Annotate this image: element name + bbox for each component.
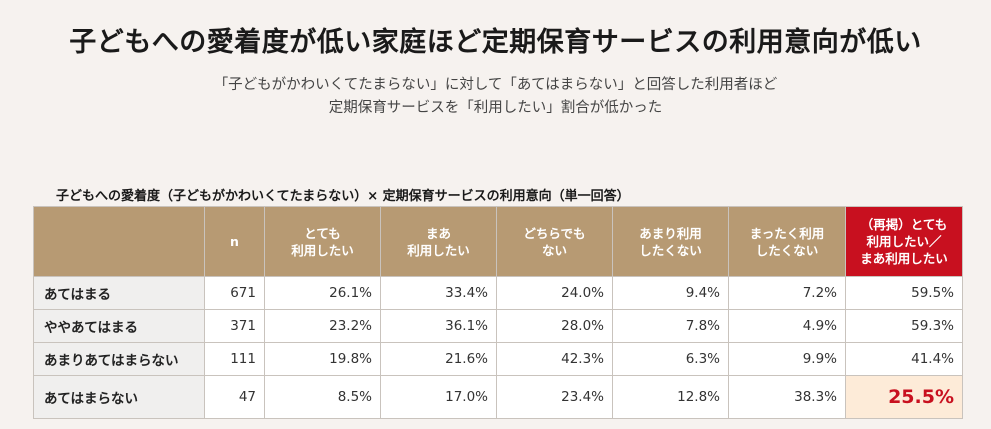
table-row: あてはまらない 47 8.5% 17.0% 23.4% 12.8% 38.3% … xyxy=(33,375,963,419)
cell-value: 4.9% xyxy=(728,309,846,343)
header-not-very-willing: あまり利用 したくない xyxy=(612,206,729,277)
header-text: あまり利用 xyxy=(639,225,702,241)
cell-value: 38.3% xyxy=(728,375,846,419)
cell-value: 7.2% xyxy=(728,276,846,310)
cell-n: 671 xyxy=(204,276,265,310)
subtitle-line-1: 「子どもがかわいくてたまらない」に対して「あてはまらない」と回答した利用者ほど xyxy=(213,77,778,93)
cell-n: 371 xyxy=(204,309,265,343)
cell-value: 42.3% xyxy=(496,342,613,376)
page-title: 子どもへの愛着度が低い家庭ほど定期保育サービスの利用意向が低い xyxy=(69,27,922,58)
cell-value: 26.1% xyxy=(264,276,381,310)
header-text: したくない xyxy=(755,242,819,258)
cell-total: 41.4% xyxy=(845,342,963,376)
cell-n: 111 xyxy=(204,342,265,376)
header-text: 利用したい xyxy=(291,242,354,258)
row-label: あてはまらない xyxy=(33,375,205,419)
header-blank xyxy=(33,206,205,277)
cell-total-highlight: 25.5% xyxy=(845,375,963,419)
header-neutral: どちらでも ない xyxy=(496,206,613,277)
table-row: ややあてはまる 371 23.2% 36.1% 28.0% 7.8% 4.9% … xyxy=(33,309,963,343)
row-label: あてはまる xyxy=(33,276,205,310)
cell-value: 23.4% xyxy=(496,375,613,419)
header-willing-total: （再掲）とても 利用したい／ まあ利用したい xyxy=(845,206,963,277)
header-not-at-all-willing: まったく利用 したくない xyxy=(728,206,846,277)
header-text: まあ利用したい xyxy=(860,251,948,266)
data-table: n とても 利用したい まあ 利用したい どちらでも ない あまり利用 したくな… xyxy=(33,206,963,419)
header-somewhat-willing: まあ 利用したい xyxy=(380,206,497,277)
cell-total: 59.5% xyxy=(845,276,963,310)
header-text: したくない xyxy=(639,242,702,258)
table-header-row: n とても 利用したい まあ 利用したい どちらでも ない あまり利用 したくな… xyxy=(33,206,963,277)
header-text: とても xyxy=(304,225,341,241)
cell-value: 33.4% xyxy=(380,276,497,310)
cell-value: 9.9% xyxy=(728,342,846,376)
header-text: ない xyxy=(541,242,567,258)
header-text: まったく利用 xyxy=(749,225,825,241)
cell-value: 23.2% xyxy=(264,309,381,343)
cell-value: 19.8% xyxy=(264,342,381,376)
cell-value: 12.8% xyxy=(612,375,729,419)
header-text: 利用したい xyxy=(407,242,470,258)
header-text: （再掲）とても xyxy=(860,217,948,232)
cell-value: 28.0% xyxy=(496,309,613,343)
cell-value: 9.4% xyxy=(612,276,729,310)
cell-value: 17.0% xyxy=(380,375,497,419)
header-n: n xyxy=(204,206,265,277)
header-very-willing: とても 利用したい xyxy=(264,206,381,277)
cell-value: 6.3% xyxy=(612,342,729,376)
table-row: あてはまる 671 26.1% 33.4% 24.0% 9.4% 7.2% 59… xyxy=(33,276,963,310)
cell-n: 47 xyxy=(204,375,265,419)
cell-value: 7.8% xyxy=(612,309,729,343)
header-text: 利用したい／ xyxy=(866,234,942,249)
cell-value: 8.5% xyxy=(264,375,381,419)
row-label: あまりあてはまらない xyxy=(33,342,205,376)
cell-value: 21.6% xyxy=(380,342,497,376)
subtitle-line-2: 定期保育サービスを「利用したい」割合が低かった xyxy=(328,100,663,116)
page-subtitle: 「子どもがかわいくてたまらない」に対して「あてはまらない」と回答した利用者ほど … xyxy=(0,74,991,120)
table-caption: 子どもへの愛着度（子どもがかわいくてたまらない）× 定期保育サービスの利用意向（… xyxy=(56,189,630,204)
table-row: あまりあてはまらない 111 19.8% 21.6% 42.3% 6.3% 9.… xyxy=(33,342,963,376)
header-text: どちらでも xyxy=(523,225,586,241)
cell-total: 59.3% xyxy=(845,309,963,343)
row-label: ややあてはまる xyxy=(33,309,205,343)
cell-value: 24.0% xyxy=(496,276,613,310)
header-text: まあ xyxy=(425,225,451,241)
cell-value: 36.1% xyxy=(380,309,497,343)
